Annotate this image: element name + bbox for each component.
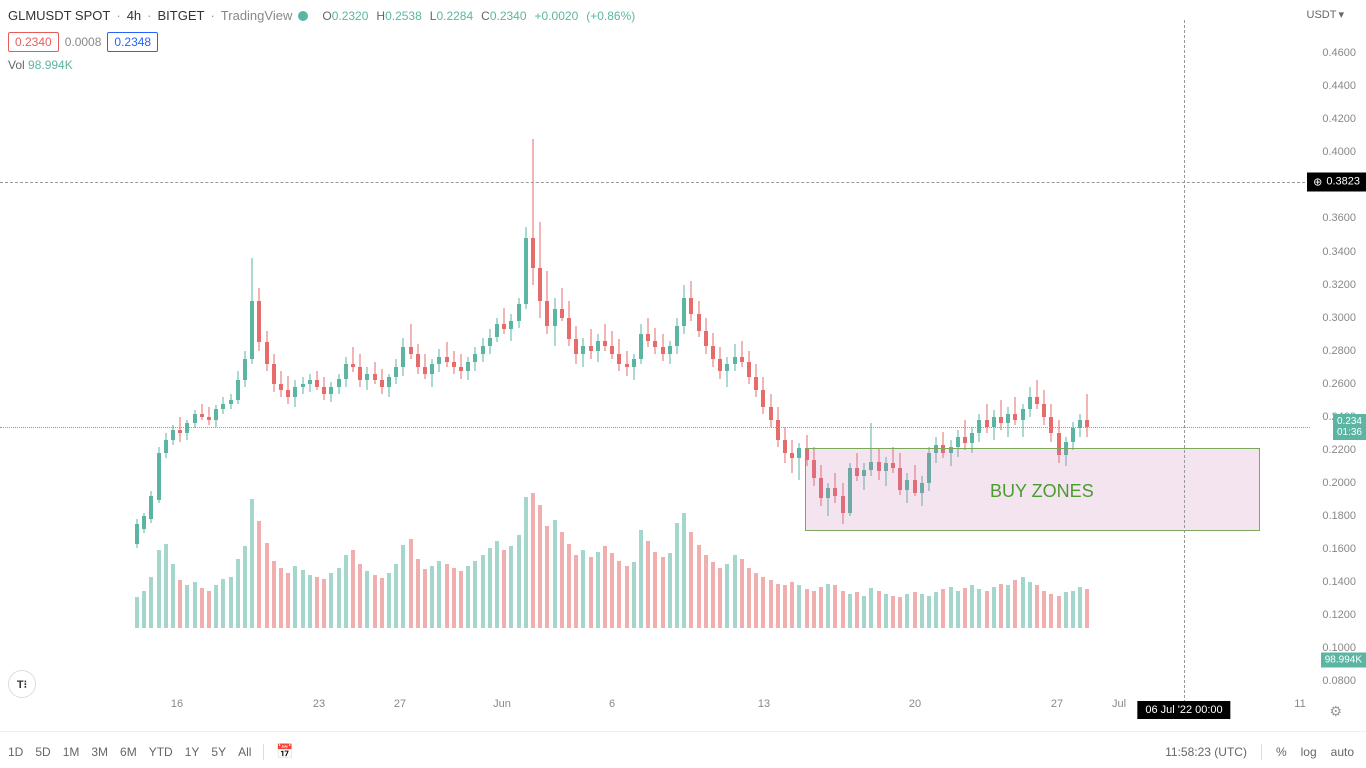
cursor-price-tag: ⊕0.3823 [1307,172,1366,191]
pct-toggle[interactable]: % [1276,745,1287,759]
cursor-date-tag: 06 Jul '22 00:00 [1137,701,1230,719]
timeframe-All[interactable]: All [238,745,251,759]
timeframe-5Y[interactable]: 5Y [211,745,226,759]
timeframe-1M[interactable]: 1M [63,745,80,759]
auto-toggle[interactable]: auto [1331,745,1354,759]
chart-area[interactable] [0,20,1310,698]
timeframe-3M[interactable]: 3M [91,745,108,759]
x-axis[interactable]: 162327Jun6132027Jul11 [0,698,1310,718]
log-toggle[interactable]: log [1301,745,1317,759]
timeframe-bar: 1D 5D 1M 3M 6M YTD 1Y 5Y All 📅 [8,743,294,760]
cursor-line-v [1184,20,1185,718]
y-axis[interactable]: 0.46000.44000.42000.40000.36000.34000.32… [1310,20,1366,698]
footer-right: 11:58:23 (UTC) % log auto [1165,744,1354,760]
gear-icon[interactable]: ⚙ [1329,703,1342,720]
volume-tag: 98.994K [1321,652,1366,667]
current-price-line [0,427,1310,428]
buy-zone-label: BUY ZONES [990,481,1094,502]
clock[interactable]: 11:58:23 (UTC) [1165,745,1247,759]
timeframe-5D[interactable]: 5D [35,745,50,759]
crosshair-icon: ⊕ [1313,175,1322,188]
cursor-line-h [0,182,1310,183]
current-price-tag: 0.23401:36 [1333,414,1366,440]
calendar-icon[interactable]: 📅 [276,743,293,760]
timeframe-YTD[interactable]: YTD [149,745,173,759]
timeframe-1Y[interactable]: 1Y [185,745,200,759]
status-dot [298,11,308,21]
timeframe-1D[interactable]: 1D [8,745,23,759]
timeframe-6M[interactable]: 6M [120,745,137,759]
tradingview-logo[interactable]: T⁝ [8,670,36,698]
